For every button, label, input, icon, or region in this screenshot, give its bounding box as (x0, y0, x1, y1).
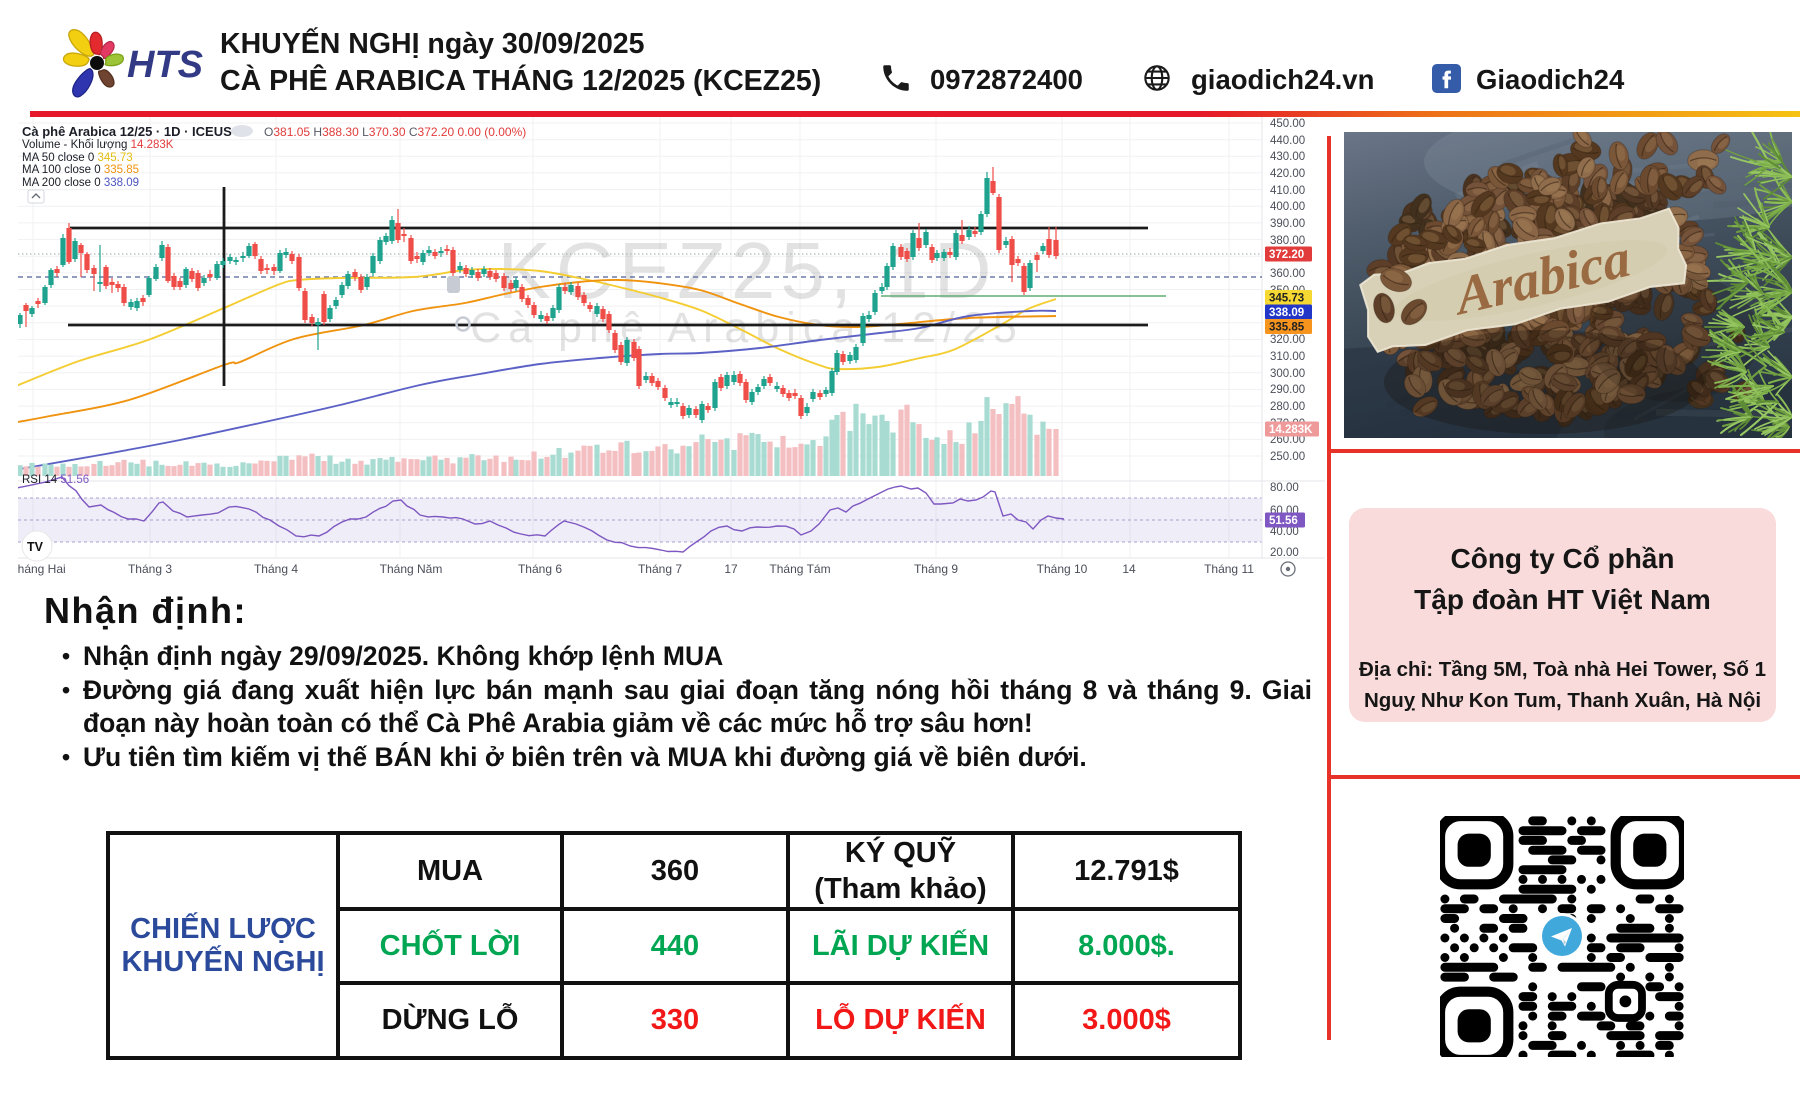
svg-text:430.00: 430.00 (1270, 151, 1305, 163)
svg-text:410.00: 410.00 (1270, 185, 1305, 197)
svg-text:Tháng 4: Tháng 4 (254, 562, 298, 576)
svg-text:450.00: 450.00 (1270, 118, 1305, 130)
svg-text:Cà phê Arabica 12/25 · 1D · IC: Cà phê Arabica 12/25 · 1D · ICEUS (22, 124, 232, 139)
svg-text:380.00: 380.00 (1270, 235, 1305, 247)
svg-text:420.00: 420.00 (1270, 168, 1305, 180)
svg-text:320.00: 320.00 (1270, 334, 1305, 346)
svg-text:20.00: 20.00 (1270, 547, 1299, 559)
svg-text:40.00: 40.00 (1270, 526, 1299, 538)
svg-text:300.00: 300.00 (1270, 368, 1305, 380)
svg-text:338.09: 338.09 (1269, 307, 1304, 319)
svg-text:80.00: 80.00 (1270, 482, 1299, 494)
svg-text:TV: TV (27, 540, 44, 554)
svg-text:310.00: 310.00 (1270, 351, 1305, 363)
svg-text:Tháng 9: Tháng 9 (914, 562, 958, 576)
svg-text:280.00: 280.00 (1270, 401, 1305, 413)
svg-text:O381.05 H388.30 L370.30 C372.2: O381.05 H388.30 L370.30 C372.20 0.00 (0.… (264, 125, 526, 139)
svg-text:17: 17 (724, 562, 738, 576)
svg-text:MA 50 close 0 345.73: MA 50 close 0 345.73 (22, 152, 133, 164)
svg-text:400.00: 400.00 (1270, 201, 1305, 213)
svg-text:Tháng 10: Tháng 10 (1037, 562, 1088, 576)
svg-text:260.00: 260.00 (1270, 434, 1305, 446)
svg-text:HTS: HTS (127, 44, 203, 86)
svg-text:345.73: 345.73 (1269, 293, 1304, 305)
svg-text:250.00: 250.00 (1270, 451, 1305, 463)
svg-text:360.00: 360.00 (1270, 268, 1305, 280)
svg-text:MA 100 close 0 335.85: MA 100 close 0 335.85 (22, 164, 139, 176)
svg-text:372.20: 372.20 (1269, 249, 1304, 261)
svg-text:Tháng 3: Tháng 3 (128, 562, 172, 576)
svg-text:tháng Hai: tháng Hai (18, 562, 66, 576)
svg-text:RSI 14 51.56: RSI 14 51.56 (22, 474, 89, 486)
svg-text:Cà phê Arabica 12/25: Cà phê Arabica 12/25 (470, 304, 1024, 352)
svg-text:Volume - Khối lượng 14.283K: Volume - Khối lượng 14.283K (22, 139, 174, 151)
svg-text:Tháng Năm: Tháng Năm (380, 562, 443, 576)
svg-text:MA 200 close 0 338.09: MA 200 close 0 338.09 (22, 177, 139, 189)
svg-text:440.00: 440.00 (1270, 135, 1305, 147)
svg-text:390.00: 390.00 (1270, 218, 1305, 230)
svg-text:51.56: 51.56 (1269, 515, 1298, 527)
svg-text:Tháng 6: Tháng 6 (518, 562, 562, 576)
svg-text:290.00: 290.00 (1270, 384, 1305, 396)
svg-text:KCEZ25, 1D: KCEZ25, 1D (497, 226, 996, 315)
svg-text:335.85: 335.85 (1269, 322, 1305, 334)
svg-text:Tháng 7: Tháng 7 (638, 562, 682, 576)
svg-text:14: 14 (1122, 562, 1136, 576)
svg-text:14.283K: 14.283K (1269, 424, 1313, 436)
svg-text:Tháng Tám: Tháng Tám (769, 562, 830, 576)
svg-text:Tháng 11: Tháng 11 (1204, 562, 1254, 576)
